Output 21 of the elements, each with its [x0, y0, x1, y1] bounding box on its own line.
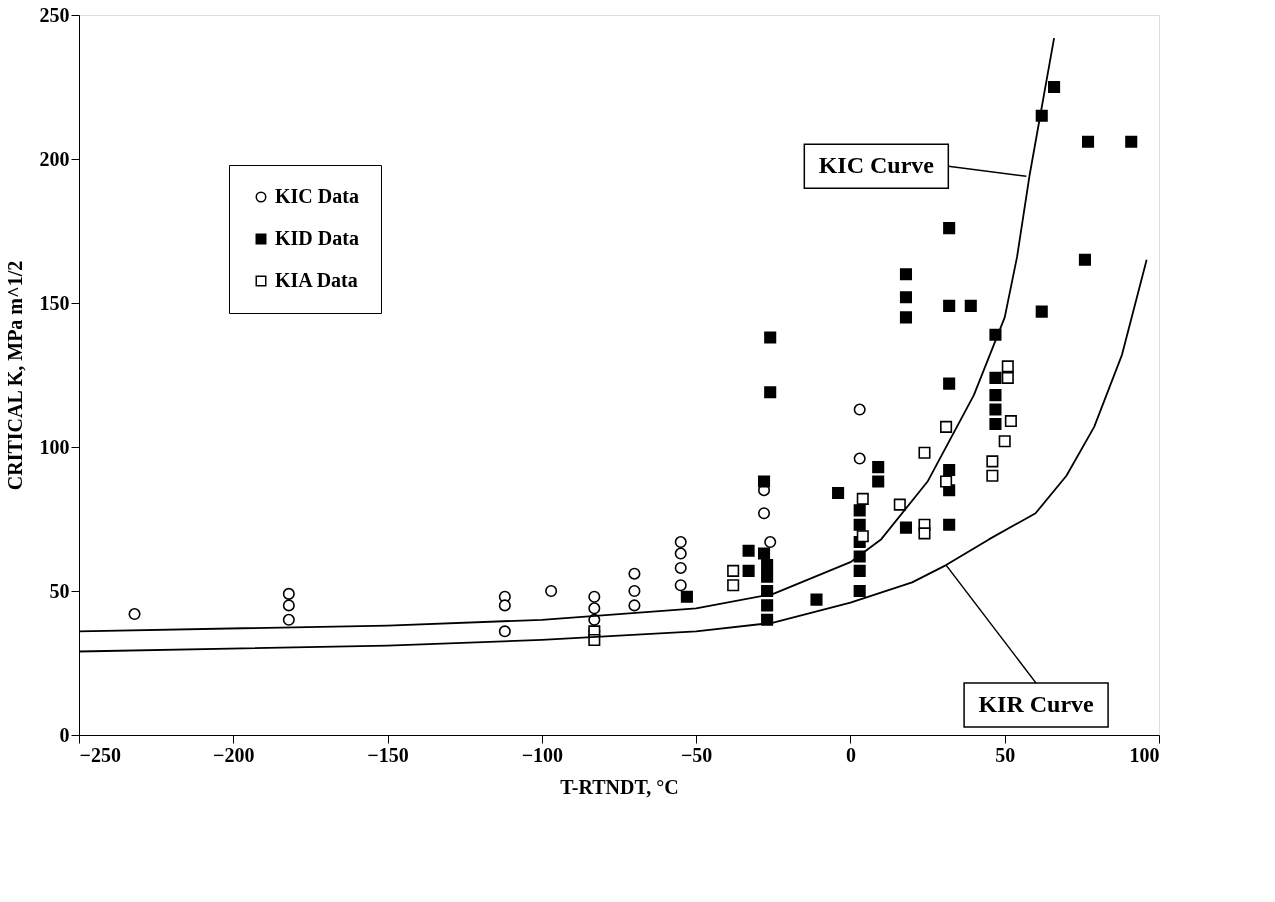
annotation: KIR Curve [978, 691, 1095, 718]
y-tick-label: 0 [59, 723, 70, 746]
x-tick-label: −250 [79, 743, 121, 766]
x-tick-label: 50 [995, 743, 1016, 766]
legend-label: KIC Data [275, 185, 359, 207]
legend-label: KID Data [275, 227, 359, 249]
y-tick-label: 250 [39, 3, 70, 26]
y-tick-label: 50 [49, 579, 70, 602]
legend-label: KIA Data [275, 269, 358, 291]
x-tick-label: 0 [845, 743, 856, 766]
annotation: KIC Curve [818, 152, 935, 179]
y-tick-label: 200 [39, 147, 70, 170]
y-axis-title: CRITICAL K, MPa m^1/2 [3, 260, 26, 491]
x-tick-label: −50 [680, 743, 713, 766]
y-tick-label: 100 [39, 435, 70, 458]
x-tick-label: −150 [367, 743, 409, 766]
x-tick-label: −200 [213, 743, 255, 766]
x-axis-title: T-RTNDT, °C [560, 775, 679, 798]
x-tick-label: 100 [1129, 743, 1160, 766]
x-tick-label: −100 [521, 743, 564, 766]
y-tick-label: 150 [39, 291, 70, 314]
